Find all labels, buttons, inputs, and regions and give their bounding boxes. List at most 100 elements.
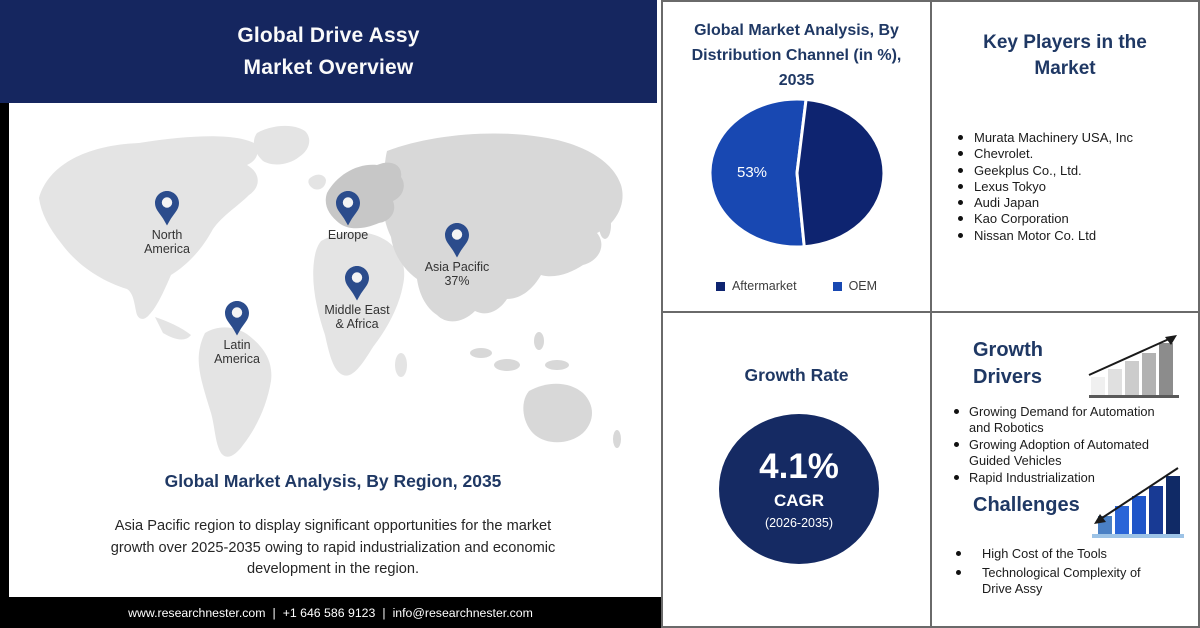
list-item: Murata Machinery USA, Inc [958, 130, 1190, 146]
continent-south-america [198, 327, 272, 457]
island-borneo [494, 359, 520, 371]
location-pin-icon [345, 266, 369, 301]
central-america [155, 317, 191, 340]
list-item: Rapid Industrialization [954, 470, 1176, 486]
bullet-icon [958, 232, 963, 238]
continent-north-america [39, 136, 258, 319]
bullet-icon [954, 475, 959, 480]
pin-value: 37% [444, 274, 470, 289]
island-philippines [534, 332, 544, 350]
bullet-icon [958, 216, 963, 222]
vertical-divider [930, 2, 932, 626]
pin-label: Middle East & Africa [324, 303, 390, 332]
island-madagascar [395, 353, 407, 377]
pin-label: Asia Pacific 37% [424, 260, 490, 289]
bullet-icon [958, 151, 963, 157]
continent-africa [313, 232, 405, 376]
continent-australia [523, 383, 592, 443]
world-map [39, 125, 623, 457]
legend-item-oem: OEM [832, 279, 878, 293]
list-item: Growing Adoption of Automated Guided Veh… [954, 437, 1176, 469]
island-uk [308, 174, 326, 190]
footer-email: info@researchnester.com [392, 605, 533, 620]
legend-label: Aftermarket [731, 279, 797, 293]
growth-bars-icon [1088, 335, 1179, 398]
pie-chart: 53% [702, 95, 892, 255]
island-japan [599, 211, 611, 239]
location-pin-icon [336, 191, 360, 226]
cagr-label: CAGR [773, 491, 825, 511]
island-newguinea [545, 360, 569, 370]
location-pin-icon [225, 301, 249, 336]
pie-slice-label: 53% [736, 164, 768, 181]
list-item: High Cost of the Tools [956, 546, 1154, 563]
pie-slice-oem [708, 97, 808, 249]
list-item: Nissan Motor Co. Ltd [958, 228, 1190, 244]
map-pin-middle-east-africa: Middle East & Africa [321, 265, 393, 332]
region-analysis-heading: Global Market Analysis, By Region, 2035 [164, 471, 502, 491]
legend-swatch-icon [715, 281, 725, 291]
world-map-area: North America Europe Asia Pacific 37% Mid… [9, 103, 657, 465]
location-pin-icon [155, 191, 179, 226]
list-item: Lexus Tokyo [958, 179, 1190, 195]
footer-separator: | [382, 605, 386, 620]
pie-chart-title: Global Market Analysis, By Distribution … [691, 22, 902, 89]
list-item: Geekplus Co., Ltd. [958, 163, 1190, 179]
bullet-icon [954, 442, 959, 447]
pin-label: Latin America [214, 338, 260, 367]
footer-phone: +1 646 586 9123 [282, 605, 376, 620]
growth-drivers-title: Growth Drivers [973, 339, 1043, 388]
location-pin-icon [445, 223, 469, 258]
map-pin-north-america: North America [131, 190, 203, 257]
bullet-icon [958, 135, 963, 140]
continent-asia [382, 133, 623, 322]
bullet-icon [958, 167, 963, 173]
footer-separator: | [272, 605, 276, 620]
list-item: Kao Corporation [958, 211, 1190, 227]
map-pin-europe: Europe [312, 190, 384, 242]
map-pin-asia-pacific: Asia Pacific 37% [421, 222, 493, 289]
bullet-icon [958, 200, 963, 206]
pin-label: North America [144, 228, 190, 257]
challenges-bars-icon [1092, 467, 1184, 538]
region-analysis-description: Asia Pacific region to display significa… [110, 518, 556, 578]
header-title-bar: Global Drive Assy Market Overview [0, 0, 657, 103]
footer-website: www.researchnester.com [128, 605, 266, 620]
pin-label: Europe [327, 228, 369, 242]
list-item: Chevrolet. [958, 146, 1190, 162]
bullet-icon [956, 551, 961, 556]
legend-swatch-icon [832, 281, 842, 291]
footer-contact-bar: www.researchnester.com | +1 646 586 9123… [0, 597, 661, 628]
key-players-panel: Key Players in the Market Murata Machine… [932, 2, 1198, 311]
bullet-icon [958, 183, 963, 189]
bullet-icon [954, 409, 959, 414]
pie-chart-svg [708, 97, 886, 249]
pie-slice-aftermarket [795, 97, 886, 249]
drivers-challenges-panel: Growth Drivers Growing Demand for Automa… [932, 313, 1198, 626]
bullet-icon [956, 569, 961, 575]
list-item: Growing Demand for Automation and Roboti… [954, 404, 1176, 436]
island-greenland [253, 125, 310, 165]
list-item: Technological Complexity of Drive Assy [956, 565, 1154, 598]
panels-region: Global Market Analysis, By Distribution … [661, 0, 1200, 628]
pie-legend: Aftermarket OEM [663, 279, 930, 293]
list-item: Audi Japan [958, 195, 1190, 211]
growth-rate-badge: 4.1% CAGR (2026-2035) [719, 414, 879, 564]
island-sumatra [470, 348, 492, 358]
growth-rate-title: Growth Rate [744, 365, 849, 385]
island-newzealand [613, 430, 621, 448]
legend-item-aftermarket: Aftermarket [715, 279, 797, 293]
growth-drivers-list: Growing Demand for Automation and Roboti… [954, 404, 1176, 487]
key-players-title: Key Players in the Market [983, 32, 1147, 79]
key-players-list: Murata Machinery USA, Inc Chevrolet. Gee… [958, 130, 1190, 244]
cagr-value: 4.1% [759, 446, 839, 486]
distribution-channel-panel: Global Market Analysis, By Distribution … [663, 2, 930, 311]
growth-rate-panel: Growth Rate 4.1% CAGR (2026-2035) [663, 313, 930, 626]
map-pin-latin-america: Latin America [201, 300, 273, 367]
legend-label: OEM [848, 279, 878, 293]
left-black-strip [0, 103, 9, 628]
cagr-period: (2026-2035) [764, 516, 834, 531]
page-title: Global Drive Assy Market Overview [237, 24, 420, 79]
challenges-list: High Cost of the Tools Technological Com… [956, 546, 1154, 600]
